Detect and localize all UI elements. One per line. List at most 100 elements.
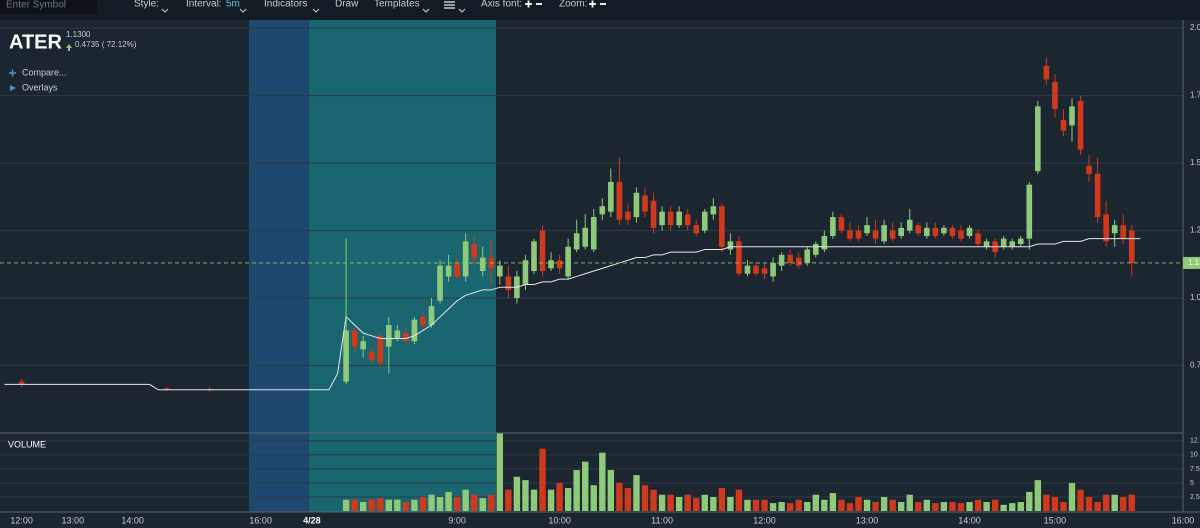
volume-bar bbox=[582, 461, 589, 511]
candle-body bbox=[744, 265, 751, 274]
candle-body bbox=[163, 388, 170, 390]
y-tick-label: 0.75 bbox=[1190, 361, 1200, 370]
candle-body bbox=[804, 249, 811, 263]
candle-body bbox=[650, 200, 657, 228]
candle-body bbox=[454, 262, 460, 277]
volume-bar bbox=[983, 502, 990, 511]
candle-body bbox=[1120, 225, 1127, 239]
candle-body bbox=[821, 235, 828, 250]
menu-icon[interactable] bbox=[444, 1, 455, 9]
interval-value[interactable]: 5m bbox=[226, 0, 240, 10]
volume-bar bbox=[359, 502, 367, 511]
draw-menu[interactable]: Draw bbox=[335, 0, 359, 10]
volume-title: VOLUME bbox=[8, 439, 46, 449]
compare-icon[interactable] bbox=[9, 69, 16, 77]
x-tick-label: 14:00 bbox=[958, 515, 981, 525]
volume-bar bbox=[675, 496, 683, 511]
volume-bar bbox=[991, 499, 999, 511]
plot bbox=[0, 27, 1183, 511]
candle-body bbox=[830, 217, 836, 236]
style-menu[interactable]: Style: bbox=[134, 0, 159, 10]
volume-bar bbox=[786, 503, 794, 511]
templates-menu[interactable]: Templates bbox=[374, 0, 420, 10]
volume-bar bbox=[471, 494, 478, 511]
candle-body bbox=[778, 254, 785, 266]
x-tick-label: 9:00 bbox=[448, 515, 466, 525]
x-tick-label: 12:00 bbox=[10, 515, 33, 525]
candle-body bbox=[386, 325, 392, 347]
candle-body bbox=[932, 227, 939, 236]
candle-body bbox=[616, 181, 623, 220]
candle-body bbox=[1077, 100, 1084, 150]
candle-body bbox=[1128, 230, 1135, 263]
volume-bar bbox=[846, 503, 854, 511]
candle-body bbox=[958, 230, 964, 239]
volume-bar bbox=[616, 482, 623, 511]
up-arrow bbox=[66, 44, 72, 51]
volume-bar bbox=[462, 489, 469, 511]
volume-bar bbox=[453, 496, 461, 511]
candle-body bbox=[497, 265, 503, 277]
x-tick-label: 12:00 bbox=[753, 515, 776, 525]
volume-bar bbox=[1085, 496, 1093, 511]
candle-body bbox=[368, 352, 375, 361]
y-tick-label: 2.00 bbox=[1190, 23, 1200, 32]
candle-body bbox=[1060, 119, 1067, 131]
volume-bar bbox=[513, 476, 521, 511]
candle-body bbox=[1035, 106, 1041, 172]
symbol-input[interactable] bbox=[0, 0, 97, 14]
x-tick-label: 16:00 bbox=[1172, 515, 1195, 525]
zoom-buttons[interactable] bbox=[589, 0, 606, 8]
candle-body bbox=[411, 319, 418, 342]
volume-bar bbox=[1120, 496, 1127, 511]
candle-body bbox=[633, 192, 640, 218]
volume-bar bbox=[658, 494, 666, 511]
candle-body bbox=[351, 330, 358, 347]
candle-body bbox=[18, 381, 25, 385]
candle-body bbox=[881, 225, 887, 242]
x-tick-label: 11:00 bbox=[651, 515, 673, 525]
candle-body bbox=[1103, 214, 1109, 242]
candle-body bbox=[590, 217, 597, 250]
volume-bar bbox=[932, 503, 939, 511]
x-tick-label: 14:00 bbox=[121, 515, 144, 525]
volume-bar bbox=[898, 502, 905, 511]
candle-body bbox=[847, 230, 853, 239]
volume-bar bbox=[436, 496, 444, 511]
last-price: 1.1300 bbox=[66, 30, 91, 39]
candle-body bbox=[548, 260, 554, 269]
overlays-link[interactable]: Overlays bbox=[22, 82, 58, 92]
volume-bar bbox=[727, 496, 734, 511]
volume-bar bbox=[1102, 494, 1110, 511]
volume-bar bbox=[795, 499, 802, 511]
volume-bar bbox=[1000, 504, 1007, 511]
volume-bar bbox=[667, 494, 674, 511]
overlays-icon[interactable] bbox=[10, 85, 16, 91]
candle-body bbox=[1086, 165, 1092, 174]
candle-body bbox=[505, 276, 512, 290]
toolbar bbox=[0, 0, 1200, 20]
volume-bar bbox=[1111, 494, 1118, 511]
volume-bar bbox=[829, 493, 837, 511]
volume-bar bbox=[735, 489, 743, 511]
volume-bar bbox=[778, 502, 785, 511]
candle-body bbox=[975, 233, 981, 245]
interval-menu[interactable]: Interval: bbox=[186, 0, 222, 10]
indicators-menu[interactable]: Indicators bbox=[264, 0, 307, 10]
compare-link[interactable]: Compare... bbox=[22, 67, 67, 77]
volume-bar bbox=[821, 499, 828, 511]
volume-tick-label: 7.5 bbox=[1190, 466, 1200, 473]
volume-bar bbox=[838, 499, 845, 511]
volume-bar bbox=[752, 499, 760, 511]
axis-font-buttons[interactable] bbox=[525, 0, 542, 8]
volume-bar bbox=[889, 499, 896, 511]
volume-bar bbox=[1094, 502, 1101, 511]
volume-bar bbox=[804, 502, 811, 511]
y-tick-label: 1.25 bbox=[1190, 226, 1200, 235]
candle-body bbox=[445, 265, 452, 277]
candle-body bbox=[1111, 225, 1118, 234]
volume-bar bbox=[769, 503, 777, 511]
x-tick-label: 10:00 bbox=[548, 515, 571, 525]
candle-body bbox=[531, 241, 537, 272]
